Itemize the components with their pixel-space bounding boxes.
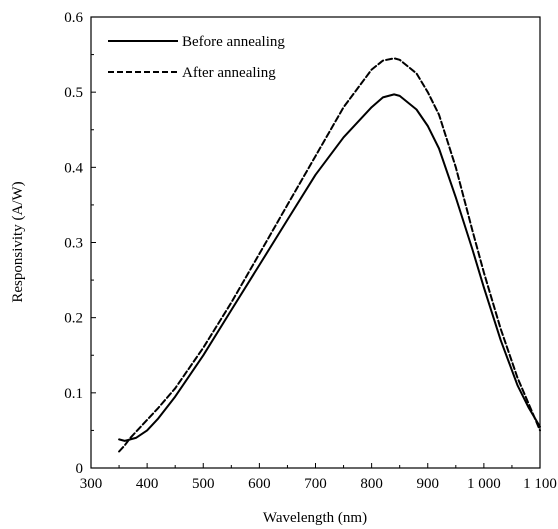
- y-tick-label: 0.3: [64, 236, 83, 252]
- y-tick-label: 0.1: [64, 386, 83, 402]
- series-line-before-annealing: [118, 93, 541, 442]
- axes: 0 0.1 0.2 0.3 0.4 0.5 0.6 300 400 500 600 700 800 900…: [64, 10, 557, 492]
- x-tick-label: 500: [192, 476, 215, 492]
- y-tick-label: 0.6: [64, 10, 83, 26]
- y-axis-title: Responsivity (A/W): [10, 181, 26, 302]
- y-tick-label: 0.5: [64, 85, 83, 101]
- legend: Before annealing After annealing: [108, 34, 285, 81]
- legend-label-before: Before annealing: [182, 34, 285, 50]
- series-layer: [118, 57, 541, 453]
- x-tick-label: 700: [304, 476, 327, 492]
- series-line-after-annealing: [118, 57, 541, 453]
- x-axis-title: Wavelength (nm): [263, 510, 367, 526]
- x-tick-label: 1 000: [467, 476, 501, 492]
- x-tick-label: 1 100: [523, 476, 557, 492]
- x-tick-label: 300: [80, 476, 103, 492]
- y-tick-label: 0.2: [64, 311, 83, 327]
- x-tick-label: 900: [417, 476, 440, 492]
- plot-frame: [90, 16, 541, 469]
- x-tick-label: 800: [360, 476, 383, 492]
- y-tick-label: 0.4: [64, 160, 83, 176]
- x-tick-label: 400: [136, 476, 159, 492]
- x-tick-label: 600: [248, 476, 271, 492]
- y-tick-label: 0: [76, 461, 84, 477]
- legend-label-after: After annealing: [182, 65, 276, 81]
